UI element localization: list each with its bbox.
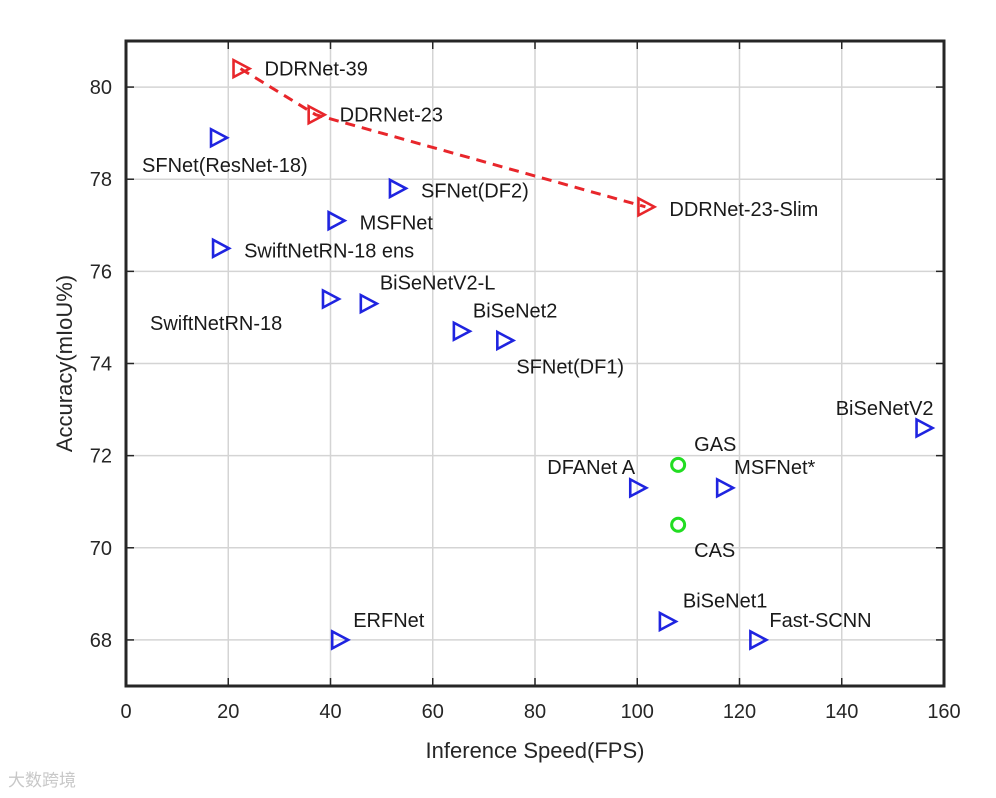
y-tick-label: 70 — [90, 538, 112, 560]
point-label: SwiftNetRN-18 — [150, 313, 282, 335]
point-label: MSFNet* — [734, 457, 815, 479]
point-marker-gas — [670, 456, 687, 473]
point-label: DFANet A — [547, 457, 635, 479]
y-tick-label: 72 — [90, 446, 112, 468]
x-tick-label: 120 — [723, 701, 756, 723]
point-marker — [321, 288, 342, 310]
point-marker — [915, 417, 936, 439]
point-marker-cas — [670, 516, 687, 533]
y-tick-label: 80 — [90, 77, 112, 99]
point-label: DDRNet-23 — [340, 105, 443, 127]
point-label: MSFNet — [360, 213, 434, 235]
point-label: BiSeNet1 — [683, 591, 768, 613]
y-axis-label: Accuracy(mIoU%) — [52, 275, 77, 452]
y-tick-label: 68 — [90, 630, 112, 652]
point-marker — [749, 629, 770, 651]
x-tick-label: 160 — [927, 701, 960, 723]
ddrnet-dashed-line — [239, 67, 646, 209]
point-label: SFNet(DF1) — [516, 356, 624, 378]
point-marker — [658, 610, 679, 633]
x-tick-label: 140 — [825, 701, 858, 723]
point-marker — [496, 329, 517, 352]
point-labels: DDRNet-39 DDRNet-23 DDRNet-23-Slim SFNet(Re… — [142, 59, 934, 632]
point-marker — [327, 210, 348, 232]
x-axis-label: Inference Speed(FPS) — [426, 738, 645, 763]
x-tick-label: 60 — [422, 701, 444, 723]
point-label: BiSeNetV2-L — [380, 273, 496, 295]
point-marker — [388, 177, 409, 200]
point-marker — [637, 196, 658, 218]
point-label: BiSeNet2 — [473, 300, 558, 322]
grid-lines — [125, 41, 945, 686]
point-label: SFNet(DF2) — [421, 180, 529, 202]
x-tick-label: 100 — [621, 701, 654, 723]
point-label: GAS — [694, 434, 736, 456]
point-label: BiSeNetV2 — [836, 398, 934, 420]
point-marker — [209, 127, 230, 149]
x-tick-label: 0 — [120, 701, 131, 723]
data-points — [209, 57, 936, 651]
point-marker — [307, 104, 328, 126]
y-tick-label: 74 — [90, 354, 112, 376]
x-tick-label: 40 — [319, 701, 341, 723]
x-tick-label: 80 — [524, 701, 546, 723]
point-label: CAS — [694, 540, 735, 562]
watermark: 大数跨境 — [8, 771, 76, 791]
point-label: ERFNet — [353, 610, 425, 632]
x-tick-label: 20 — [217, 701, 239, 723]
point-label: DDRNet-39 — [265, 59, 368, 81]
point-label: DDRNet-23-Slim — [669, 199, 818, 221]
point-marker — [715, 477, 736, 499]
point-label: Fast-SCNN — [769, 610, 871, 632]
point-marker — [330, 629, 351, 651]
point-marker — [628, 477, 650, 499]
point-marker — [232, 57, 253, 80]
plot-frame — [124, 39, 946, 688]
point-label: SwiftNetRN-18 ens — [244, 240, 414, 262]
ddrnet-trend-line — [239, 67, 646, 209]
point-marker — [452, 320, 473, 342]
y-tick-label: 76 — [90, 261, 112, 283]
y-tick-label: 78 — [90, 169, 112, 191]
axes: 0 20 40 60 80 100 120 140 160 68 70 72 74 76 78 80 — [90, 39, 961, 723]
point-marker — [359, 292, 380, 315]
point-label: SFNet(ResNet-18) — [142, 155, 308, 177]
point-marker — [211, 237, 232, 259]
